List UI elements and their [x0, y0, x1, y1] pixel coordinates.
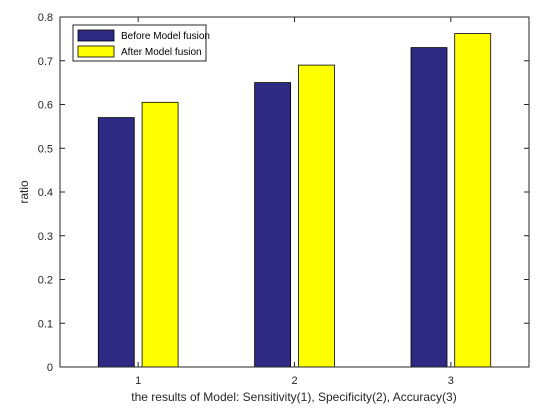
y-tick-label: 0.6 — [38, 100, 53, 112]
legend-label-before: Before Model fusion — [121, 31, 210, 42]
x-axis-label: the results of Model: Sensitivity(1), Sp… — [131, 390, 456, 404]
bar-before-1 — [97, 117, 135, 368]
y-axis-ticks: 0 0.1 0.2 0.3 0.4 0.5 0.6 0.7 0.8 — [38, 12, 529, 374]
x-tick-label: 2 — [291, 375, 297, 387]
legend-swatch-after — [77, 45, 115, 58]
bar-before-2 — [254, 82, 292, 368]
y-tick-label: 0.5 — [38, 143, 53, 155]
y-tick-label: 0.3 — [38, 231, 53, 243]
bar-after-3 — [454, 33, 492, 368]
bar-before-3 — [410, 47, 448, 368]
y-tick-label: 0.4 — [38, 187, 53, 199]
legend-swatch-before — [77, 29, 115, 42]
x-tick-label: 1 — [135, 375, 141, 387]
legend: Before Model fusion After Model fusion — [72, 24, 210, 62]
bar-after-2 — [297, 64, 335, 368]
y-tick-label: 0 — [47, 362, 53, 374]
x-tick-label: 3 — [448, 375, 454, 387]
y-tick-label: 0.1 — [38, 318, 53, 330]
y-tick-label: 0.2 — [38, 275, 53, 287]
y-axis-label: ratio — [17, 180, 31, 204]
x-axis-ticks: 1 2 3 — [135, 17, 454, 387]
plot-area — [60, 17, 529, 367]
y-tick-label: 0.8 — [38, 12, 53, 24]
bars-group — [97, 33, 492, 368]
y-tick-label: 0.7 — [38, 56, 53, 68]
bar-after-1 — [141, 101, 179, 368]
legend-label-after: After Model fusion — [121, 47, 202, 58]
